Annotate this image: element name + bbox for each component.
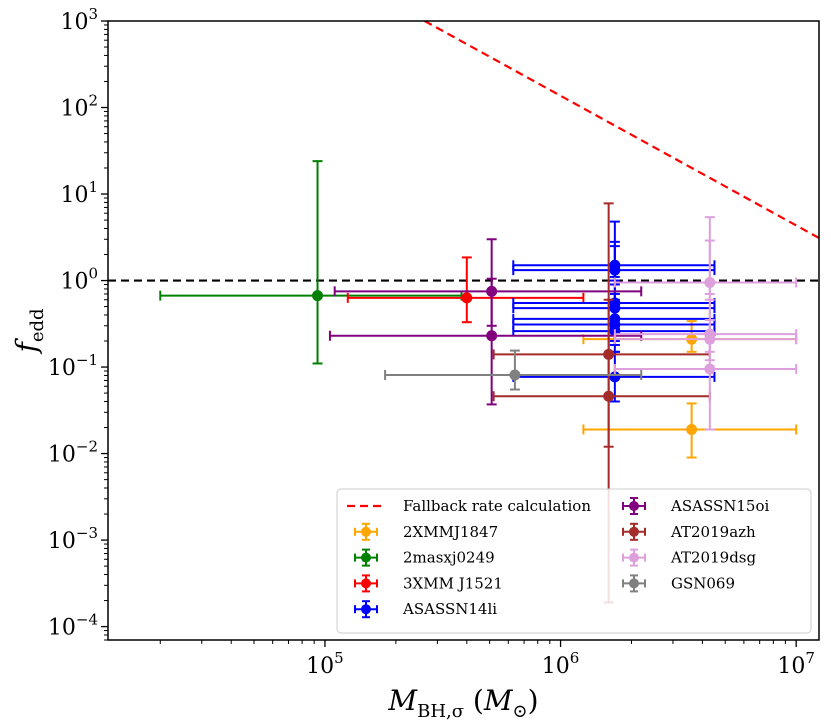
data-point bbox=[486, 330, 498, 342]
legend-item-asassn14li: ASASSN14li bbox=[354, 600, 497, 619]
y-tick-label: 10−1 bbox=[48, 351, 98, 381]
legend-swatch bbox=[354, 574, 378, 593]
data-point bbox=[704, 363, 716, 375]
x-tick-label: 107 bbox=[777, 649, 815, 679]
legend-item-3xmm-j1521: 3XMM J1521 bbox=[354, 574, 503, 593]
data-point bbox=[603, 390, 615, 402]
x-axis: 105 106 107 bbox=[159, 640, 815, 679]
fallback-rate-line bbox=[424, 21, 819, 239]
legend-box bbox=[336, 488, 812, 634]
y-axis-label: fedd bbox=[10, 308, 48, 354]
legend-label: ASASSN14li bbox=[402, 600, 497, 618]
data-point bbox=[509, 369, 521, 381]
legend-label: AT2019azh bbox=[670, 523, 756, 541]
legend-label: 3XMM J1521 bbox=[403, 574, 503, 592]
legend-swatch bbox=[354, 548, 378, 567]
plot-frame bbox=[107, 20, 820, 641]
data-point bbox=[461, 292, 473, 304]
series-asassn15oi bbox=[328, 238, 643, 406]
legend-label: 2masxj0249 bbox=[403, 549, 495, 567]
x-tick-label: 105 bbox=[306, 649, 344, 679]
series-at2019dsg bbox=[613, 216, 798, 431]
legend: Fallback rate calculation 2XMMJ1847 2masxj… bbox=[336, 488, 812, 634]
y-tick-label: 10−2 bbox=[48, 438, 98, 468]
y-tick-label: 10−3 bbox=[48, 524, 98, 554]
data-point bbox=[312, 290, 324, 302]
y-tick-label: 10−4 bbox=[48, 611, 98, 641]
legend-item-at2019dsg: AT2019dsg bbox=[622, 548, 756, 567]
legend-item-2xmmj1847: 2XMMJ1847 bbox=[354, 522, 498, 541]
legend-item-2masxj0249: 2masxj0249 bbox=[354, 548, 495, 567]
legend-label: AT2019dsg bbox=[670, 549, 756, 567]
series-asassn14li bbox=[512, 220, 716, 403]
series-gsn069 bbox=[384, 349, 643, 391]
legend-swatch bbox=[622, 548, 646, 567]
y-axis: 10−4 10−3 10−2 10−1 100 101 102 103 bbox=[48, 5, 108, 641]
y-tick-label: 102 bbox=[60, 92, 98, 122]
series-3xmm-j1521 bbox=[346, 256, 585, 324]
y-tick-label: 103 bbox=[60, 5, 98, 35]
legend-item-fallback-rate-calculation: Fallback rate calculation bbox=[347, 497, 591, 515]
legend-swatch bbox=[354, 600, 378, 619]
legend-swatch bbox=[354, 522, 378, 541]
x-tick-label: 106 bbox=[542, 649, 580, 679]
x-axis-label: MBH,σ (M⊙) bbox=[387, 684, 538, 722]
y-tick-label: 100 bbox=[60, 265, 98, 295]
legend-swatch bbox=[622, 574, 646, 593]
legend-label: GSN069 bbox=[671, 574, 735, 592]
series-2masxj0249 bbox=[159, 160, 463, 365]
legend-item-asassn15oi: ASASSN15oi bbox=[622, 497, 769, 515]
legend-label: 2XMMJ1847 bbox=[403, 523, 498, 541]
legend-label: ASASSN15oi bbox=[670, 497, 769, 515]
legend-item-at2019azh: AT2019azh bbox=[622, 522, 756, 541]
y-tick-label: 101 bbox=[60, 178, 98, 208]
legend-swatch bbox=[622, 522, 646, 541]
legend-label: Fallback rate calculation bbox=[403, 497, 591, 515]
legend-item-gsn069: GSN069 bbox=[622, 574, 735, 593]
legend-swatch bbox=[622, 497, 646, 515]
data-point bbox=[686, 423, 698, 435]
